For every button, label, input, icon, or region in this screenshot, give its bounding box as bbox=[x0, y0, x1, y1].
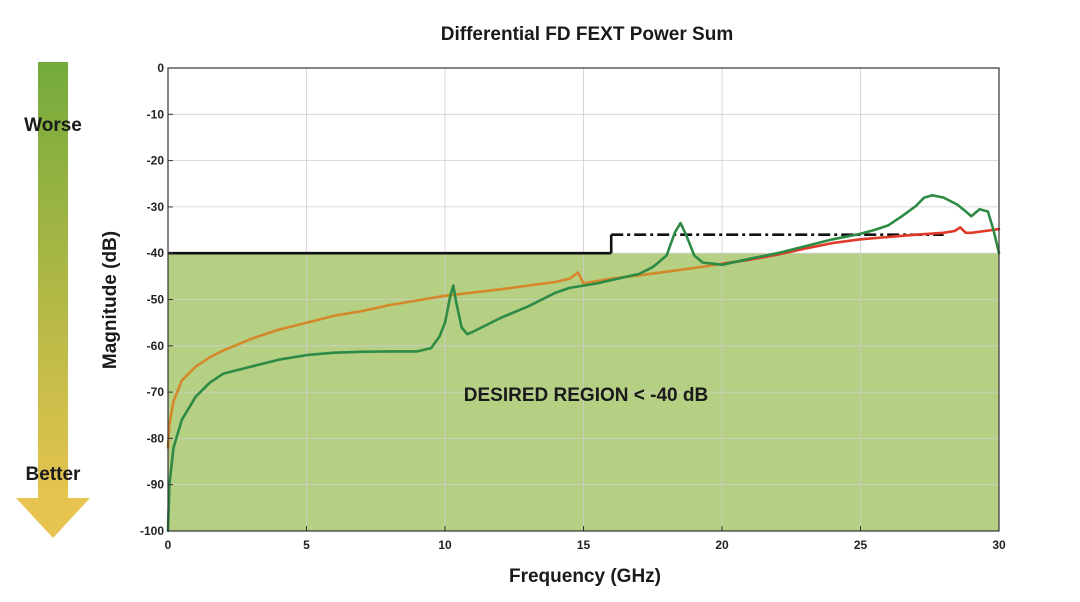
y-tick-label: -100 bbox=[140, 524, 164, 538]
y-tick-label: -80 bbox=[147, 431, 165, 445]
y-tick-label: -30 bbox=[147, 200, 165, 214]
better-label: Better bbox=[26, 464, 82, 485]
y-tick-label: 0 bbox=[157, 61, 164, 75]
series-line-2 bbox=[720, 226, 1001, 266]
x-tick-label: 30 bbox=[992, 538, 1006, 552]
series-lines bbox=[166, 194, 1001, 533]
x-tick-label: 20 bbox=[715, 538, 729, 552]
x-axis-label: Frequency (GHz) bbox=[509, 566, 661, 587]
grid-lines bbox=[168, 68, 999, 531]
x-tick-label: 25 bbox=[854, 538, 868, 552]
y-axis-label: Magnitude (dB) bbox=[100, 231, 121, 369]
y-axis-ticks: 0 -10 -20 -30 -40 -50 -60 -70 -80 -90 -100 bbox=[140, 61, 173, 538]
worse-label: Worse bbox=[24, 115, 82, 136]
x-tick-label: 15 bbox=[577, 538, 591, 552]
y-tick-label: -60 bbox=[147, 339, 165, 353]
y-tick-label: -20 bbox=[147, 154, 165, 168]
series-line-3 bbox=[166, 194, 1001, 533]
y-tick-label: -40 bbox=[147, 246, 165, 260]
x-axis-ticks: 0 5 10 15 20 25 30 bbox=[165, 526, 1006, 552]
x-tick-label: 10 bbox=[438, 538, 452, 552]
x-tick-label: 5 bbox=[303, 538, 310, 552]
y-tick-label: -90 bbox=[147, 478, 165, 492]
limit-line bbox=[168, 233, 944, 255]
y-tick-label: -10 bbox=[147, 107, 165, 121]
series-line-1 bbox=[166, 262, 724, 450]
chart-title: Differential FD FEXT Power Sum bbox=[441, 24, 733, 45]
y-tick-label: -70 bbox=[147, 385, 165, 399]
y-tick-label: -50 bbox=[147, 293, 165, 307]
x-tick-label: 0 bbox=[165, 538, 172, 552]
quality-indicator-arrow bbox=[16, 62, 90, 538]
desired-region-label: DESIRED REGION < -40 dB bbox=[464, 385, 708, 406]
